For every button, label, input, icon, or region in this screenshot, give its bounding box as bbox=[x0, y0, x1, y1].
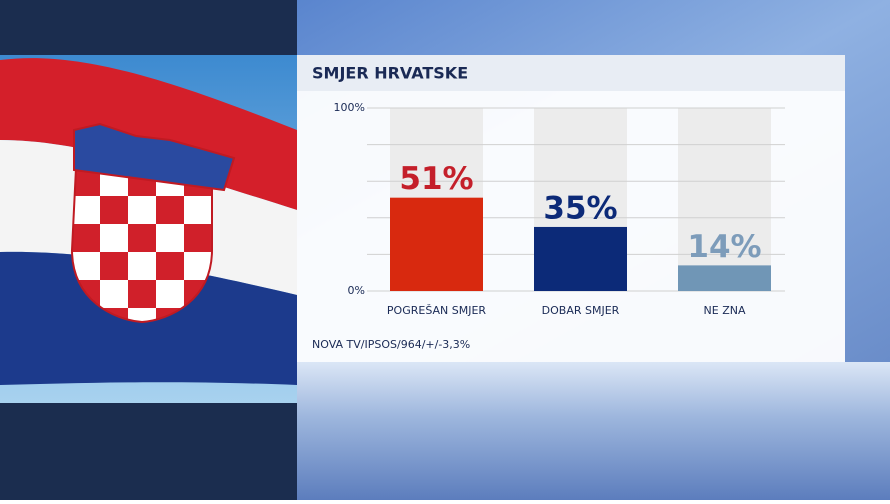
bar bbox=[678, 265, 771, 291]
column-background bbox=[678, 108, 771, 291]
flag bbox=[0, 55, 297, 403]
bar bbox=[390, 197, 483, 291]
value-label: 14% bbox=[687, 229, 761, 265]
y-tick-label: 100% bbox=[334, 101, 365, 114]
background-floor bbox=[297, 362, 890, 500]
value-label: 51% bbox=[399, 161, 473, 197]
value-label: 35% bbox=[543, 190, 617, 226]
chart-title: SMJER HRVATSKE bbox=[312, 64, 468, 83]
source: NOVA TV/IPSOS/964/+/-3,3% bbox=[312, 338, 470, 351]
x-tick-label: NE ZNA bbox=[704, 304, 746, 317]
title-bar bbox=[297, 55, 845, 91]
x-tick-label: DOBAR SMJER bbox=[542, 304, 620, 317]
x-tick-label: POGREŠAN SMJER bbox=[387, 304, 487, 317]
bar bbox=[534, 226, 627, 291]
plot: 0% 100% POGREŠAN SMJER 51% DOBAR SMJER 35% NE … bbox=[334, 101, 785, 317]
y-tick-label: 0% bbox=[348, 284, 365, 297]
